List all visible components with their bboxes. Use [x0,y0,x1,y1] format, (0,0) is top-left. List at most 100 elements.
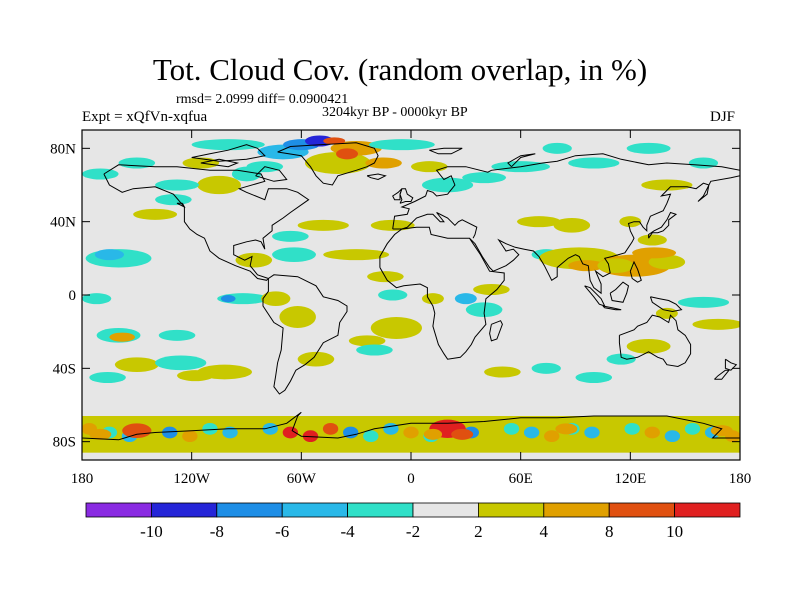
anomaly-patch [262,422,278,435]
map-background [82,130,740,460]
coastline [366,173,387,181]
anomaly-patch [411,161,448,173]
anomaly-patch [202,422,218,435]
anomaly-patch [368,139,435,151]
period-label: 3204kyr BP - 0000kyr BP [322,105,468,120]
anomaly-patch [383,422,399,435]
anomaly-patch [684,422,701,435]
anomaly-patch [155,355,207,371]
anomaly-patch [222,426,238,439]
anomaly-patch [370,317,422,339]
anomaly-patch [523,426,540,439]
anomaly-patch [710,425,733,437]
anomaly-patch [473,284,510,295]
anomaly-patch [272,247,316,262]
anomaly-patch [304,135,335,147]
anomaly-patch [688,157,719,169]
anomaly-patch [664,430,681,443]
anomaly-patch [641,179,693,191]
anomaly-patch [89,428,112,440]
colorbar-swatch [347,502,414,518]
coastline [618,314,692,368]
anomaly-patch [122,423,152,438]
lon-tick-label: 120E [614,471,646,487]
lat-tick-label: 0 [69,288,77,304]
coastline [429,147,463,155]
lon-tick-label: 180 [71,471,94,487]
anomaly-patch [619,216,642,228]
anomaly-patch [604,430,620,443]
anomaly-patch [114,357,159,372]
anomaly-patch [197,175,242,195]
anomaly-patch [109,332,136,342]
colorbar-label: -8 [210,522,224,541]
lat-tick-label: 40N [50,215,76,231]
anomaly-patch [279,306,316,328]
lon-tick-label: 0 [407,471,415,487]
coastline [392,188,403,201]
coastline [176,202,186,209]
coastline [392,212,478,239]
anomaly-patch [421,177,474,193]
colorbar-swatch [608,502,676,518]
anomaly-patch [336,148,358,160]
colorbar-label: 8 [605,522,614,541]
coastline [724,358,738,371]
anomaly-patch [553,218,591,233]
anomaly-patch [575,372,613,383]
coastline [507,153,536,168]
anomaly-patch [323,137,346,145]
anomaly-patch [626,142,671,154]
colorbar-label: 10 [666,522,683,541]
anomaly-patch [454,293,477,305]
colorbar-swatch [543,502,610,518]
colorbar-swatch [412,502,479,518]
anomaly-patch [421,293,444,305]
coastline [399,188,414,204]
anomaly-patch [423,428,443,440]
coastline [191,144,266,162]
lon-tick-label: 60W [287,471,317,487]
anomaly-patch [343,426,359,439]
anomaly-patch [692,318,740,330]
stats-line: rmsd= 2.0999 diff= 0.0900421 [176,92,349,107]
anomaly-patch [348,335,386,347]
colorbar-label: -6 [275,522,289,541]
coastline [649,296,683,313]
coastline [277,142,379,186]
anomaly-patch [637,234,667,246]
lon-tick-label: 60E [509,471,533,487]
anomaly-patch [503,422,520,435]
anomaly-patch [597,258,634,273]
anomaly-patch [297,219,349,231]
anomaly-patch [272,230,309,242]
experiment-label: Expt = xQfVn-xqfua [82,109,208,125]
anomaly-patch [356,344,393,356]
anomaly-patch [555,423,578,435]
season-label: DJF [710,109,736,125]
colorbar-swatch [281,502,349,518]
coastline [609,281,630,303]
anomaly-patch [155,179,199,191]
anomaly-patch [242,430,258,443]
anomaly-patch [158,329,196,341]
colorbar-swatch [216,502,283,518]
colorbar-label: -4 [341,522,356,541]
anomaly-patch [378,289,408,301]
anomaly-patch [451,428,474,440]
anomaly-patch [626,339,671,354]
anomaly-patch [542,142,572,154]
coastline [489,320,503,342]
anomaly-patch [648,254,686,270]
anomaly-patch [624,422,640,435]
anomaly-patch [363,430,379,443]
anomaly-patch [462,172,507,184]
anomaly-patch [655,307,678,319]
colorbar-swatch [674,502,741,518]
coastline [714,369,731,380]
colorbar-label: -2 [406,522,420,541]
anomaly-patch [177,370,214,382]
anomaly-patch [531,362,561,374]
anomaly-patch [484,366,521,378]
